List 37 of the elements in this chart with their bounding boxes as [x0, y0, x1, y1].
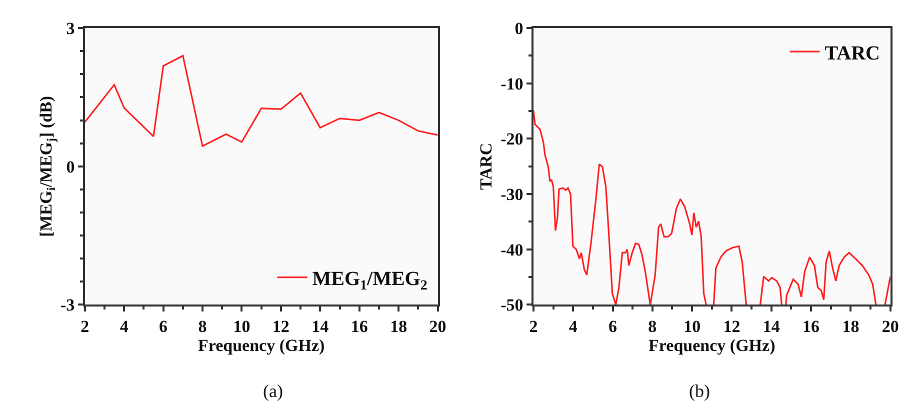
- x-tick-label: 18: [842, 316, 860, 336]
- x-tick-label: 6: [608, 316, 618, 336]
- x-tick-label: 2: [80, 316, 90, 336]
- x-tick-label: 16: [802, 316, 820, 336]
- x-tick-label: 12: [272, 316, 290, 336]
- text: (a): [263, 381, 283, 401]
- x-axis-title: Frequency (GHz): [198, 336, 325, 355]
- x-tick-label: 14: [312, 316, 330, 336]
- x-tick-label: 10: [233, 316, 250, 336]
- x-tick-label: 14: [762, 316, 780, 336]
- y-tick-label: 0: [66, 157, 75, 176]
- legend-label: TARC: [824, 42, 880, 64]
- x-tick-label: 8: [648, 316, 657, 336]
- x-tick-label: 6: [159, 316, 168, 336]
- line-series: [84, 54, 438, 147]
- x-tick-label: 4: [120, 316, 129, 336]
- y-tick-label: -3: [60, 296, 75, 315]
- y-tick-label: -40: [500, 240, 524, 260]
- y-tick-label: -30: [500, 185, 524, 204]
- x-tick-label: 12: [723, 316, 740, 336]
- x-axis-title: Frequency (GHz): [648, 336, 776, 355]
- y-tick-label: -10: [500, 74, 524, 94]
- x-tick-label: 18: [390, 316, 408, 336]
- y-tick-label: -50: [500, 296, 524, 315]
- x-tick-label: 16: [350, 316, 368, 336]
- x-tick-label: 8: [198, 316, 207, 336]
- legend-label: MEG$_{1}$/MEG$_{2}$: [312, 268, 428, 294]
- y-tick-label: 0: [514, 19, 524, 38]
- x-tick-label: 20: [882, 316, 899, 336]
- x-tick-label: 2: [529, 316, 538, 336]
- x-tick-label: 10: [684, 316, 701, 336]
- x-tick-label: 4: [568, 316, 578, 336]
- y-tick-label: -20: [500, 130, 524, 149]
- y-axis-title: TARC: [476, 142, 496, 190]
- text: (b): [689, 381, 710, 401]
- y-tick-label: 3: [66, 19, 75, 38]
- x-tick-label: 20: [429, 316, 446, 336]
